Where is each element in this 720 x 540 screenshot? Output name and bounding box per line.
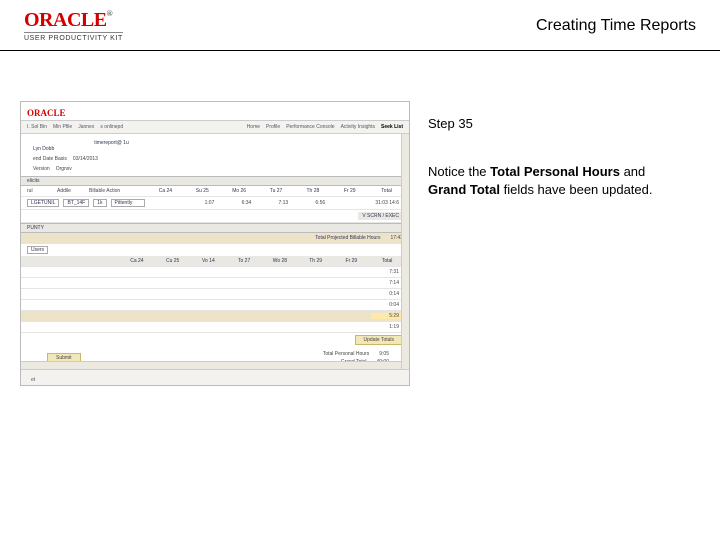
header-bar: ORACLE® USER PRODUCTIVITY KIT Creating T…: [0, 0, 720, 51]
mini-punty-header: PUNTY: [21, 223, 409, 233]
mini-col-header: Wo 28: [264, 258, 296, 264]
mini-nav-activity[interactable]: Activity Insights: [341, 124, 375, 130]
mini-users-dropdown[interactable]: Users: [27, 246, 48, 254]
mini-week1-header-row: rul Addile Billable Action Ca 24 Su 25 M…: [21, 186, 409, 197]
desc-bold1: Total Personal Hours: [490, 164, 620, 179]
mini-personal-row: 7:31: [21, 267, 409, 278]
mini-col-header: Th 28: [296, 188, 329, 194]
mini-vertical-scrollbar[interactable]: [401, 134, 409, 369]
mini-bottom-bar: [21, 369, 409, 385]
update-totals-button[interactable]: Update Totals: [355, 335, 403, 345]
page-title: Creating Time Reports: [536, 17, 696, 35]
instruction-column: Step 35 Notice the Total Personal Hours …: [410, 51, 690, 386]
mini-tab-bar: I. Sol Bin Min Pfile Jannex s onlinepd H…: [21, 120, 409, 134]
mini-personal-row: 0:14: [21, 289, 409, 300]
mini-col-header: Fr 29: [333, 188, 366, 194]
mini-col-header: Total: [370, 188, 403, 194]
mini-tab[interactable]: I. Sol Bin: [27, 124, 47, 130]
mini-billable-label: Billable Action: [89, 188, 145, 194]
desc-text: and: [620, 164, 645, 179]
mini-cell: 1:19: [371, 324, 403, 330]
app-screenshot: ORACLE I. Sol Bin Min Pfile Jannex s onl…: [20, 101, 410, 386]
oracle-logo-text: ORACLE: [24, 9, 107, 31]
mini-tab[interactable]: s onlinepd: [100, 124, 123, 130]
mini-nav-perf[interactable]: Performance Console: [286, 124, 334, 130]
mini-oracle-logo: ORACLE: [21, 106, 409, 120]
mini-version-row: Version Orgnsv: [21, 166, 409, 176]
mini-pct-dropdown[interactable]: 1k: [93, 199, 106, 207]
mini-personal-row: 7:14: [21, 278, 409, 289]
mini-cell: 0:14: [371, 291, 403, 297]
mini-nav-seek[interactable]: Seek List: [381, 124, 403, 130]
mini-cell[interactable]: 6:34: [222, 200, 255, 206]
mini-total-billable-label: Total Projected Billable Hours: [315, 235, 386, 241]
mini-week2-header-row: Ca 24 Cu 25 Vo 14 To 27 Wo 28 Th 29 Fr 2…: [21, 256, 409, 267]
mini-update-row: Update Totals: [21, 333, 409, 347]
mini-horizontal-scrollbar[interactable]: [21, 361, 401, 369]
mini-info-bar: Lyn Dobb timereport@ 1u: [21, 134, 409, 156]
mini-code-dropdown[interactable]: BT_14F: [63, 199, 89, 207]
desc-text: fields have been updated.: [500, 182, 653, 197]
mini-cell: 5:29: [371, 313, 403, 319]
mini-bottom-tab[interactable]: et: [31, 377, 35, 383]
mini-section1-header: elicits: [21, 176, 409, 186]
mini-cell: 7:31: [371, 269, 403, 275]
mini-users-header: Users: [21, 244, 409, 256]
oracle-tm: ®: [107, 9, 112, 18]
mini-report-id: timereport@ 1u: [94, 140, 129, 152]
mini-enddate-value: 03/14/2013: [73, 156, 98, 162]
screenshot-column: ORACLE I. Sol Bin Min Pfile Jannex s onl…: [0, 51, 410, 386]
mini-tab[interactable]: Jannex: [78, 124, 94, 130]
mini-col-header: Ca 24: [121, 258, 153, 264]
mini-billable-row: LGETUNIL BT_14F 1k Pittently 1:07 6:34 7…: [21, 197, 409, 210]
mini-cell[interactable]: 6:56: [296, 200, 329, 206]
mini-total-personal-label: Total Personal Hours: [323, 351, 369, 357]
mini-combo-dropdown[interactable]: Pittently: [111, 199, 145, 207]
mini-version-label: Version: [33, 166, 50, 172]
mini-total-billable-row: Total Projected Billable Hours 17:43: [21, 233, 409, 244]
mini-col-header: Vo 14: [193, 258, 225, 264]
mini-personal-row: 5:29: [21, 311, 409, 322]
mini-personal-row: 0:04: [21, 300, 409, 311]
desc-text: Notice the: [428, 164, 490, 179]
mini-date-row: end Date Basis 03/14/2013: [21, 156, 409, 166]
mini-cell: 31:03 14:6: [370, 200, 403, 206]
mini-col-header: Su 25: [186, 188, 219, 194]
mini-cell: 7:14: [371, 280, 403, 286]
mini-col-header: Total: [371, 258, 403, 264]
oracle-logo: ORACLE®: [24, 10, 123, 30]
mini-cell[interactable]: 7:13: [259, 200, 292, 206]
mini-project-dropdown[interactable]: LGETUNIL: [27, 199, 59, 207]
mini-col-header: Fr 29: [336, 258, 368, 264]
desc-bold2: Grand Total: [428, 182, 500, 197]
mini-col-header: Tu 27: [260, 188, 293, 194]
mini-enddate-label: end Date Basis: [33, 156, 67, 162]
upk-subtitle: USER PRODUCTIVITY KIT: [24, 32, 123, 42]
mini-nav-home[interactable]: Home: [247, 124, 260, 130]
mini-scratch-row: V SCRN / EXEC: [21, 210, 409, 223]
mini-col-header: To 27: [228, 258, 260, 264]
mini-col-header: Cu 25: [157, 258, 189, 264]
mini-col-header: Ca 24: [149, 188, 182, 194]
mini-tab[interactable]: Min Pfile: [53, 124, 72, 130]
mini-col-header: Mo 26: [223, 188, 256, 194]
mini-user: Lyn Dobb: [33, 146, 54, 152]
step-number: Step 35: [428, 115, 680, 133]
mini-cell[interactable]: 1:07: [185, 200, 218, 206]
mini-cell: 0:04: [371, 302, 403, 308]
mini-personal-row: 1:19: [21, 322, 409, 333]
mini-version-value: Orgnsv: [56, 166, 72, 172]
mini-total-personal-value: 9:05: [379, 351, 389, 357]
content-area: ORACLE I. Sol Bin Min Pfile Jannex s onl…: [0, 51, 720, 386]
oracle-logo-block: ORACLE® USER PRODUCTIVITY KIT: [24, 10, 123, 42]
step-description: Notice the Total Personal Hours and Gran…: [428, 163, 680, 199]
mini-nav-profile[interactable]: Profile: [266, 124, 280, 130]
mini-col-header: Th 29: [300, 258, 332, 264]
